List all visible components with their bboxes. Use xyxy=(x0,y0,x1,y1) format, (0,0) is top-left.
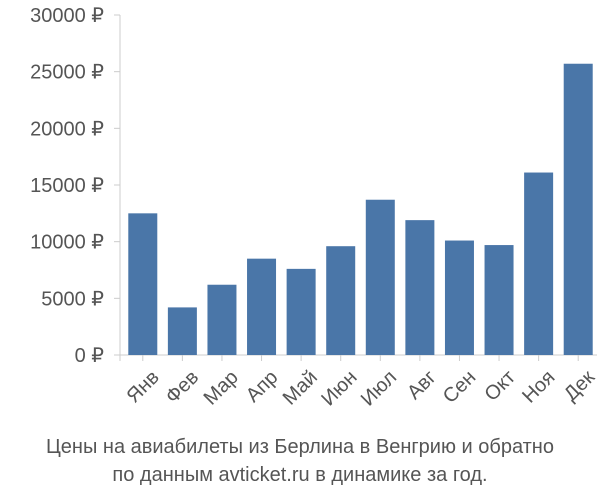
y-tick-label: 30000 ₽ xyxy=(30,5,104,27)
y-tick-label: 25000 ₽ xyxy=(30,62,104,84)
y-axis-ticks: 0 ₽ 5000 ₽ 10000 ₽ 15000 ₽ 20000 ₽ 25000 ₽ 300… xyxy=(30,5,120,367)
bar-chart: 0 ₽ 5000 ₽ 10000 ₽ 15000 ₽ 20000 ₽ 25000 ₽ 300… xyxy=(30,5,599,411)
x-tick-label: Фев xyxy=(162,366,204,408)
bar xyxy=(128,213,158,355)
x-tick-label: Апр xyxy=(242,366,283,407)
x-tick-label: Янв xyxy=(123,366,164,407)
x-tick-label: Сен xyxy=(439,366,480,407)
bar xyxy=(167,307,197,355)
bar xyxy=(563,63,593,355)
bar xyxy=(484,245,514,355)
y-tick-label: 5000 ₽ xyxy=(41,288,104,310)
bar xyxy=(405,220,435,355)
bar xyxy=(207,284,237,355)
bars xyxy=(128,63,593,355)
x-tick-label: Июн xyxy=(317,366,361,410)
y-tick-label: 10000 ₽ xyxy=(30,232,104,254)
x-tick-label: Май xyxy=(279,366,322,409)
x-tick-label: Авг xyxy=(403,366,441,404)
bar xyxy=(524,172,554,355)
bar xyxy=(365,199,395,355)
x-tick-label: Окт xyxy=(481,366,520,405)
bar xyxy=(247,258,277,355)
x-tick-label: Ноя xyxy=(518,366,559,407)
y-tick-label: 0 ₽ xyxy=(75,345,105,367)
chart-caption-line-1: Цены на авиабилеты из Берлина в Венгрию … xyxy=(46,436,554,458)
bar xyxy=(326,246,356,355)
y-tick-label: 15000 ₽ xyxy=(30,175,104,197)
x-tick-label: Июл xyxy=(357,366,401,410)
chart-caption-line-2: по данным avticket.ru в динамике за год. xyxy=(112,464,488,486)
bar xyxy=(286,268,316,355)
x-tick-label: Дек xyxy=(560,366,599,405)
y-tick-label: 20000 ₽ xyxy=(30,118,104,140)
x-tick-label: Мар xyxy=(200,366,243,409)
bar xyxy=(444,240,474,355)
